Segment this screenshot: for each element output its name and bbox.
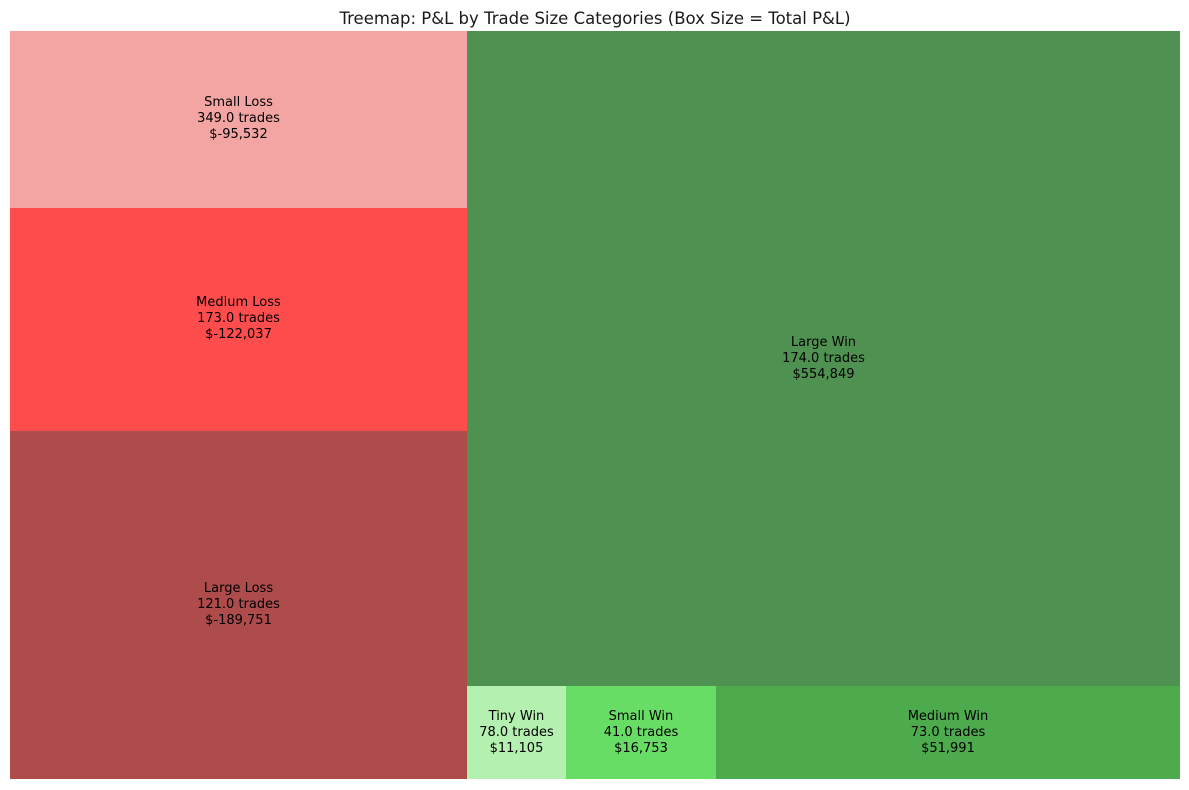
tile-pnl: $16,753 (614, 740, 668, 756)
tile-label: Medium Win (907, 708, 989, 724)
tile-pnl: $-122,037 (205, 327, 272, 343)
chart-title: Treemap: P&L by Trade Size Categories (B… (339, 9, 851, 28)
tile-label: Large Win (790, 334, 857, 350)
treemap: Small Loss 349.0 trades $-95,532 Medium Los… (10, 31, 1180, 779)
tile-trades: 349.0 trades (197, 111, 280, 127)
tile-label: Large Loss (203, 581, 274, 596)
tile-trades: 174.0 trades (782, 350, 865, 366)
treemap-tile-small-loss: Small Loss 349.0 trades $-95,532 (10, 31, 467, 208)
tile-label: Tiny Win (488, 708, 545, 724)
tile-label: Small Win (608, 708, 674, 724)
tile-pnl: $-95,532 (209, 127, 268, 143)
tile-pnl: $-189,751 (205, 613, 272, 628)
tile-pnl: $554,849 (792, 366, 855, 382)
treemap-tile-small-win: Small Win 41.0 trades $16,753 (565, 686, 716, 779)
tile-trades: 41.0 trades (603, 724, 679, 740)
tile-pnl: $51,991 (921, 740, 975, 756)
tile-trades: 173.0 trades (197, 311, 280, 327)
treemap-tile-medium-loss: Medium Loss 173.0 trades $-122,037 (10, 207, 467, 432)
treemap-tile-medium-win: Medium Win 73.0 trades $51,991 (715, 686, 1180, 779)
tile-trades: 121.0 trades (197, 597, 280, 612)
tile-pnl: $11,105 (489, 740, 544, 756)
tile-label: Small Loss (204, 95, 273, 111)
tile-trades: 73.0 trades (910, 724, 986, 740)
tile-trades: 78.0 trades (479, 724, 554, 740)
treemap-tile-large-win: Large Win 174.0 trades $554,849 (467, 31, 1180, 687)
tile-label: Medium Loss (196, 295, 281, 311)
treemap-tile-large-loss: Large Loss 121.0 trades $-189,751 (10, 431, 467, 779)
treemap-tile-tiny-win: Tiny Win 78.0 trades $11,105 (467, 686, 566, 779)
